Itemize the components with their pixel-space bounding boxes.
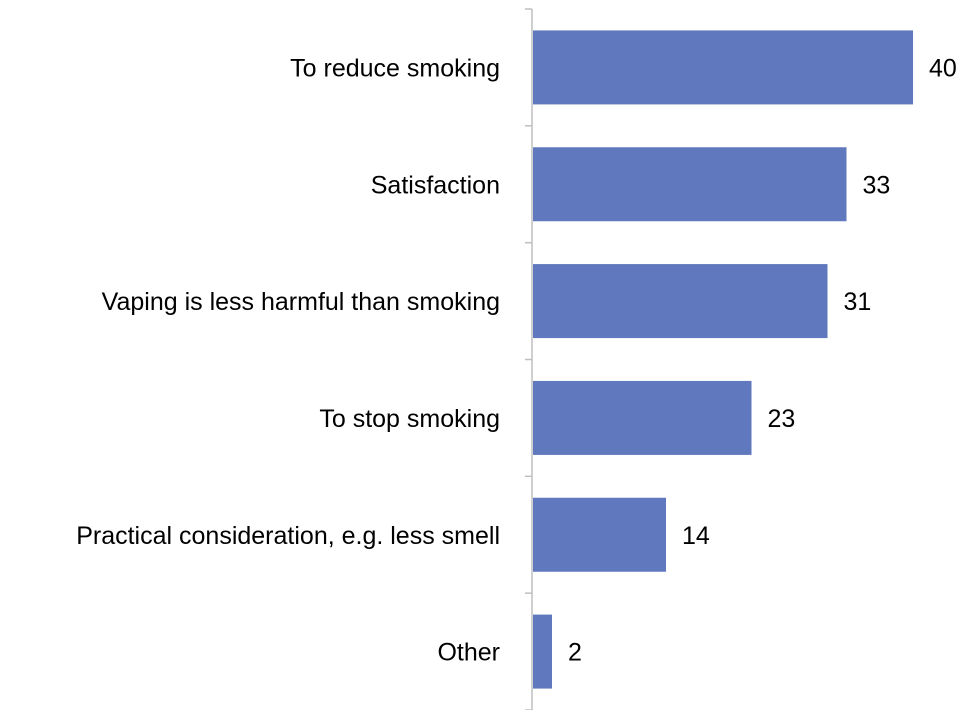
category-label: Vaping is less harmful than smoking [102,288,500,316]
data-label: 33 [863,171,891,199]
category-label: To stop smoking [319,405,500,433]
data-label: 23 [768,405,796,433]
label-layer: To reduce smoking 40 Satisfaction 33 Vaping … [76,54,957,666]
data-label: 14 [682,522,710,550]
bar-4 [533,380,752,455]
category-label: To reduce smoking [290,54,500,82]
data-label: 2 [568,639,582,667]
category-label: Other [437,639,500,667]
bar-1 [533,30,913,105]
axis-layer [525,8,533,710]
data-label: 40 [929,54,957,82]
data-label: 31 [844,288,872,316]
bar-2 [533,147,847,222]
category-label: Satisfaction [371,171,500,199]
bar-6 [533,614,552,689]
bar-layer [533,30,913,689]
bar-3 [533,264,828,339]
bar-5 [533,497,666,572]
category-label: Practical consideration, e.g. less smell [76,522,500,550]
